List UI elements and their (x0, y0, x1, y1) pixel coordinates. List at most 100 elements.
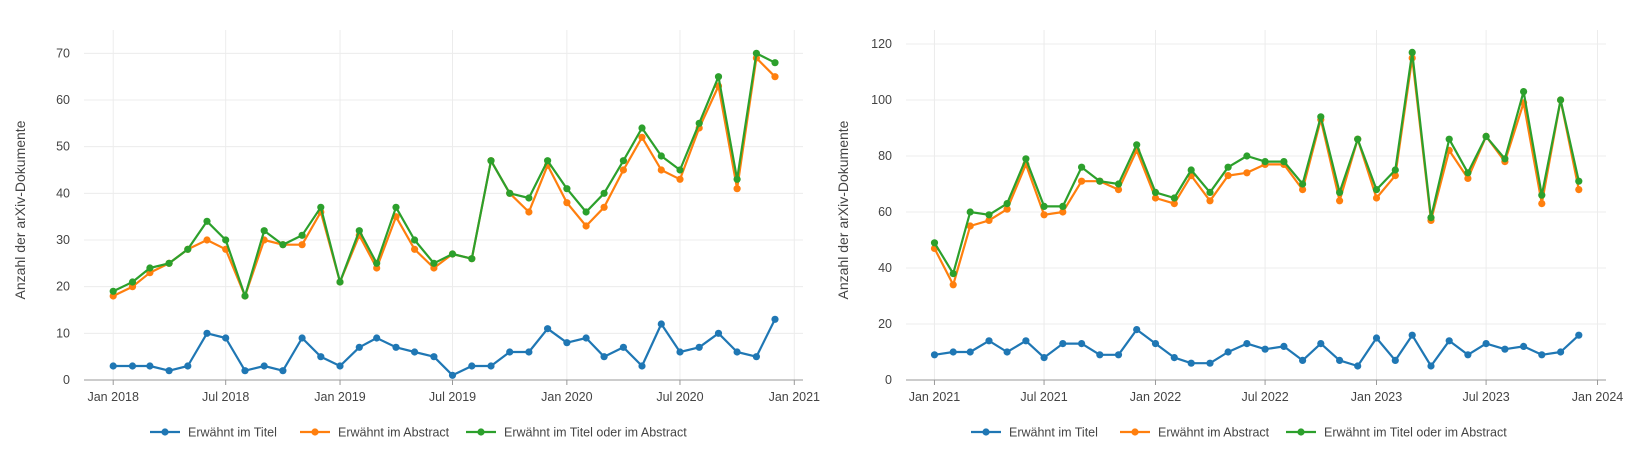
data-point[interactable] (1114, 351, 1123, 359)
data-point[interactable] (733, 185, 741, 193)
data-point[interactable] (1133, 326, 1141, 334)
data-point[interactable] (619, 343, 628, 351)
data-point[interactable] (966, 222, 974, 230)
data-point[interactable] (544, 325, 552, 333)
data-point[interactable] (203, 217, 211, 225)
data-point[interactable] (298, 231, 306, 239)
data-point[interactable] (676, 348, 684, 356)
data-point[interactable] (487, 157, 495, 165)
data-point[interactable] (1317, 113, 1325, 121)
data-point[interactable] (373, 259, 381, 267)
data-point[interactable] (1206, 197, 1214, 205)
data-point[interactable] (752, 49, 761, 57)
data-point[interactable] (430, 259, 438, 267)
data-point[interactable] (1170, 200, 1178, 208)
data-point[interactable] (1372, 334, 1381, 342)
data-point[interactable] (1151, 194, 1160, 202)
data-point[interactable] (448, 371, 457, 379)
data-point[interactable] (1575, 177, 1583, 185)
data-point[interactable] (373, 334, 381, 342)
data-point[interactable] (771, 315, 779, 323)
data-point[interactable] (619, 166, 628, 174)
data-point[interactable] (733, 175, 741, 183)
data-point[interactable] (317, 203, 325, 211)
data-point[interactable] (146, 362, 154, 370)
data-point[interactable] (966, 208, 974, 216)
data-point[interactable] (241, 292, 249, 300)
data-point[interactable] (1445, 135, 1453, 143)
data-point[interactable] (165, 259, 173, 267)
data-point[interactable] (317, 353, 325, 361)
data-point[interactable] (1022, 337, 1030, 345)
data-point[interactable] (203, 329, 211, 337)
data-point[interactable] (657, 320, 665, 328)
data-point[interactable] (582, 208, 590, 216)
data-point[interactable] (1206, 359, 1214, 367)
data-point[interactable] (1445, 337, 1453, 345)
data-point[interactable] (1114, 180, 1123, 188)
data-point[interactable] (714, 329, 723, 337)
data-point[interactable] (1336, 188, 1344, 196)
data-point[interactable] (1151, 340, 1160, 348)
data-point[interactable] (752, 353, 761, 361)
data-point[interactable] (430, 353, 438, 361)
data-point[interactable] (336, 362, 344, 370)
data-point[interactable] (1224, 163, 1232, 171)
data-point[interactable] (638, 133, 646, 141)
data-point[interactable] (1408, 48, 1416, 57)
data-point[interactable] (930, 351, 939, 359)
data-point[interactable] (298, 334, 306, 342)
legend-item[interactable]: Erwähnt im Titel oder im Abstract (1286, 426, 1507, 440)
data-point[interactable] (1040, 211, 1048, 219)
data-point[interactable] (1538, 351, 1546, 359)
data-point[interactable] (1538, 200, 1546, 208)
data-point[interactable] (1243, 169, 1251, 177)
data-point[interactable] (1354, 135, 1362, 143)
data-point[interactable] (1464, 174, 1472, 182)
data-point[interactable] (714, 73, 723, 81)
data-point[interactable] (1391, 172, 1399, 180)
data-point[interactable] (1391, 166, 1399, 174)
data-point[interactable] (1187, 359, 1195, 367)
data-point[interactable] (355, 227, 363, 235)
data-point[interactable] (1187, 166, 1195, 174)
data-point[interactable] (1538, 191, 1546, 199)
data-point[interactable] (1464, 169, 1472, 177)
data-point[interactable] (1520, 342, 1528, 350)
data-point[interactable] (1078, 163, 1086, 171)
data-point[interactable] (949, 348, 957, 356)
data-point[interactable] (1078, 177, 1086, 185)
data-point[interactable] (1557, 348, 1565, 356)
data-point[interactable] (1003, 205, 1011, 213)
data-point[interactable] (1224, 172, 1232, 180)
legend-item[interactable]: Erwähnt im Titel (971, 426, 1098, 440)
data-point[interactable] (1317, 340, 1325, 348)
data-point[interactable] (1408, 331, 1416, 339)
data-point[interactable] (222, 334, 230, 342)
data-point[interactable] (1040, 354, 1048, 362)
data-point[interactable] (771, 59, 779, 67)
data-point[interactable] (1040, 202, 1048, 210)
data-point[interactable] (985, 337, 993, 345)
data-point[interactable] (222, 236, 230, 244)
data-point[interactable] (525, 348, 533, 356)
data-point[interactable] (1482, 132, 1490, 140)
data-point[interactable] (1078, 340, 1086, 348)
data-point[interactable] (1022, 155, 1030, 163)
data-point[interactable] (146, 264, 154, 272)
data-point[interactable] (949, 270, 957, 278)
data-point[interactable] (600, 189, 608, 197)
data-point[interactable] (1482, 340, 1490, 348)
data-point[interactable] (279, 367, 287, 375)
data-point[interactable] (487, 362, 495, 370)
data-point[interactable] (241, 367, 249, 375)
data-point[interactable] (1280, 158, 1288, 166)
data-point[interactable] (582, 334, 590, 342)
data-point[interactable] (355, 343, 363, 351)
data-point[interactable] (638, 362, 646, 370)
data-point[interactable] (1299, 180, 1307, 188)
data-point[interactable] (411, 348, 419, 356)
data-point[interactable] (695, 119, 703, 127)
data-point[interactable] (1243, 152, 1251, 160)
legend-item[interactable]: Erwähnt im Abstract (300, 426, 450, 440)
